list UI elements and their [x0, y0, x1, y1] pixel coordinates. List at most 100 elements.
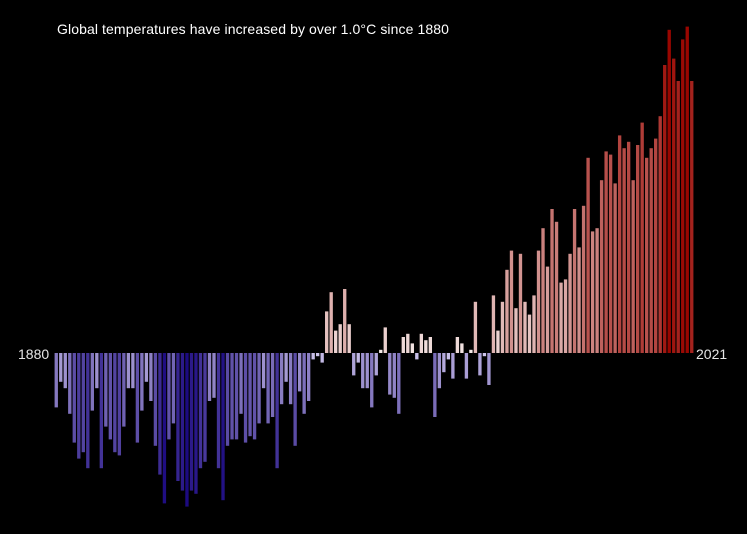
bar-1986	[532, 295, 536, 353]
bar-1929	[275, 353, 279, 469]
bar-1895	[122, 353, 126, 427]
bar-1963	[428, 337, 433, 353]
bar-1924	[252, 353, 257, 440]
bar-1956	[397, 353, 401, 414]
bar-1932	[288, 353, 293, 405]
bar-1967	[446, 353, 451, 360]
bar-1962	[424, 340, 428, 353]
bar-1938	[315, 353, 320, 357]
bar-1935	[302, 353, 306, 414]
bar-1973	[473, 301, 478, 353]
bar-2000	[595, 228, 599, 353]
bar-2017	[672, 58, 676, 353]
bar-1980	[505, 269, 509, 353]
bar-1904	[162, 353, 167, 504]
bar-1969	[455, 337, 460, 353]
bar-2016	[667, 29, 671, 354]
bar-1972	[469, 349, 473, 353]
bar-2012	[649, 148, 653, 353]
bar-2009	[635, 145, 640, 353]
bar-1997	[581, 205, 586, 353]
bar-1885	[77, 353, 81, 459]
bar-1902	[153, 353, 158, 446]
bar-1942	[334, 330, 338, 353]
bar-1993	[563, 279, 568, 353]
bar-1948	[361, 353, 365, 389]
bar-1893	[113, 353, 117, 453]
bar-1952	[379, 349, 383, 353]
bar-1992	[559, 282, 563, 353]
bar-1946	[352, 353, 356, 376]
bar-1996	[577, 247, 581, 353]
bar-1984	[523, 301, 527, 353]
bar-1894	[117, 353, 122, 456]
bar-1892	[108, 353, 113, 440]
bar-1964	[433, 353, 437, 417]
bar-1909	[185, 353, 189, 507]
bar-1884	[72, 353, 76, 443]
bar-1918	[225, 353, 230, 446]
bar-1886	[81, 353, 85, 453]
bar-1998	[586, 157, 590, 353]
bar-1916	[216, 353, 221, 469]
bar-1889	[95, 353, 99, 389]
bar-1926	[261, 353, 266, 389]
bar-1977	[491, 295, 496, 353]
bar-1890	[99, 353, 103, 469]
bar-1947	[356, 353, 360, 363]
bar-1912	[198, 353, 203, 469]
bar-1919	[230, 353, 234, 440]
bar-1906	[171, 353, 176, 424]
bar-2002	[604, 151, 608, 353]
bar-1900	[144, 353, 149, 382]
bar-2019	[681, 39, 685, 354]
bar-1934	[297, 353, 302, 392]
bar-1966	[442, 353, 446, 373]
bar-1955	[392, 353, 396, 398]
bar-1945	[347, 324, 351, 353]
bar-1943	[338, 324, 342, 353]
bar-1974	[478, 353, 482, 376]
bar-1940	[325, 311, 329, 353]
bar-1959	[410, 343, 414, 353]
bar-1944	[343, 289, 347, 353]
bar-1988	[541, 228, 545, 353]
bar-2011	[645, 157, 649, 353]
bar-1983	[518, 253, 523, 353]
bar-1913	[203, 353, 207, 462]
bar-1928	[270, 353, 275, 417]
bar-1887	[86, 353, 90, 469]
bar-1982	[514, 308, 518, 353]
bar-1925	[257, 353, 261, 424]
bar-2003	[608, 154, 613, 353]
bar-2007	[626, 141, 631, 353]
bar-2004	[613, 183, 617, 353]
bar-1905	[167, 353, 171, 440]
bar-1968	[451, 353, 455, 379]
bar-1897	[131, 353, 135, 389]
bar-2020	[685, 26, 689, 353]
bar-1991	[554, 221, 559, 353]
bar-2008	[631, 180, 635, 353]
bar-1987	[536, 250, 541, 353]
bar-1915	[212, 353, 216, 398]
bar-1911	[194, 353, 198, 494]
bar-1931	[284, 353, 288, 382]
bar-1957	[401, 337, 405, 353]
bar-1971	[464, 353, 469, 379]
bar-1903	[158, 353, 162, 475]
bar-1923	[248, 353, 252, 437]
bar-1965	[437, 353, 442, 389]
bar-1961	[419, 333, 423, 353]
bar-1927	[266, 353, 270, 424]
bar-1981	[509, 250, 514, 353]
bar-1899	[140, 353, 144, 411]
bar-1953	[383, 327, 387, 353]
bar-1990	[550, 209, 554, 353]
bar-1994	[568, 253, 572, 353]
bar-1896	[126, 353, 131, 389]
bar-2015	[663, 65, 667, 353]
bar-1951	[374, 353, 378, 376]
bar-1989	[545, 266, 550, 353]
bar-2014	[658, 116, 662, 353]
